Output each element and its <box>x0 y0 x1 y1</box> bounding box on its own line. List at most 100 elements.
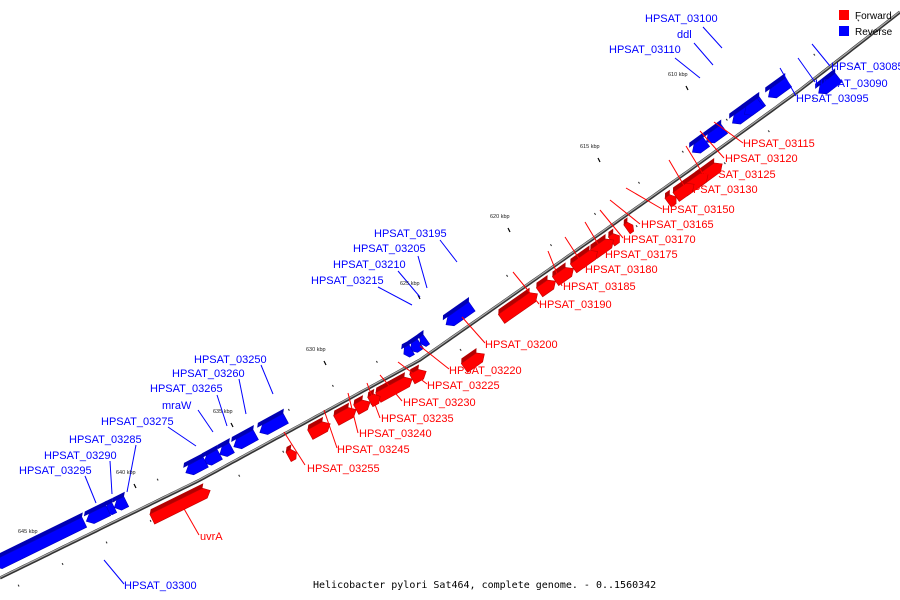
leader-line <box>397 361 428 385</box>
gene-label-HPSAT_03230[interactable]: HPSAT_03230 <box>403 397 476 409</box>
leader-line <box>397 270 421 298</box>
scale-tick-label: 645 kbp <box>18 529 38 535</box>
tick-layer <box>17 19 860 587</box>
gene-label-HPSAT_03225[interactable]: HPSAT_03225 <box>427 380 500 392</box>
gene-label-HPSAT_03255[interactable]: HPSAT_03255 <box>307 463 380 475</box>
gene-label-HPSAT_03275[interactable]: HPSAT_03275 <box>101 416 174 428</box>
gene-label-HPSAT_03265[interactable]: HPSAT_03265 <box>150 383 223 395</box>
gene-HPSAT_03225[interactable] <box>374 371 415 403</box>
leader-line <box>126 444 137 493</box>
gene-label-ddl[interactable]: ddl <box>677 29 692 41</box>
gene-label-HPSAT_03240[interactable]: HPSAT_03240 <box>359 428 432 440</box>
gene-HPSAT_03165[interactable] <box>606 228 623 247</box>
gene-HPSAT_03185[interactable] <box>534 273 559 298</box>
leader-layer <box>84 26 831 585</box>
gene-label-HPSAT_03200[interactable]: HPSAT_03200 <box>485 339 558 351</box>
gene-HPSAT_03090[interactable] <box>739 93 766 119</box>
leader-line <box>461 316 486 344</box>
leader-line <box>713 121 744 144</box>
gene-label-mraW[interactable]: mraW <box>162 400 192 412</box>
gene-label-HPSAT_03250[interactable]: HPSAT_03250 <box>194 354 267 366</box>
label-layer: 610 kbp 615 kbp 620 kbp 625 kbp 630 kbp 635 k… <box>18 13 900 592</box>
gene-label-HPSAT_03245[interactable]: HPSAT_03245 <box>337 444 410 456</box>
gene-label-HPSAT_03090[interactable]: HPSAT_03090 <box>815 78 888 90</box>
gene-HPSAT_03190[interactable] <box>496 286 541 324</box>
scale-tick-label: 615 kbp <box>580 144 600 150</box>
genome-caption: Helicobacter pylori Sat464, complete gen… <box>313 580 656 591</box>
gene-HPSAT_03095[interactable] <box>687 132 712 157</box>
scale-tick-label: 640 kbp <box>116 470 136 476</box>
gene-label-HPSAT_03190[interactable]: HPSAT_03190 <box>539 299 612 311</box>
gene-HPSAT_03200[interactable] <box>459 346 488 373</box>
gene-HPSAT_03130[interactable] <box>663 189 680 208</box>
gene-label-HPSAT_03290[interactable]: HPSAT_03290 <box>44 450 117 462</box>
gene-HPSAT_03100[interactable] <box>763 72 794 101</box>
gene-HPSAT_03240[interactable] <box>332 401 359 426</box>
gene-label-HPSAT_03085[interactable]: HPSAT_03085 <box>831 61 900 73</box>
gene-label-HPSAT_03295[interactable]: HPSAT_03295 <box>19 465 92 477</box>
backbone-layer <box>0 10 900 580</box>
gene-label-HPSAT_03185[interactable]: HPSAT_03185 <box>563 281 636 293</box>
leader-line <box>512 271 540 305</box>
gene-HPSAT_03255[interactable] <box>284 444 299 463</box>
gene-label-HPSAT_03285[interactable]: HPSAT_03285 <box>69 434 142 446</box>
leader-line <box>379 374 403 402</box>
gene-label-HPSAT_03210[interactable]: HPSAT_03210 <box>333 259 406 271</box>
gene-label-HPSAT_03175[interactable]: HPSAT_03175 <box>605 249 678 261</box>
gene-HPSAT_03260[interactable] <box>229 425 261 452</box>
gene-HPSAT_03180[interactable] <box>550 261 577 287</box>
gene-HPSAT_03265[interactable] <box>215 438 237 459</box>
gene-HPSAT_03235[interactable] <box>352 394 373 415</box>
scale-tick-label: 610 kbp <box>668 72 688 78</box>
gene-label-HPSAT_03195[interactable]: HPSAT_03195 <box>374 228 447 240</box>
leader-line <box>564 236 586 269</box>
gene-label-HPSAT_03260[interactable]: HPSAT_03260 <box>172 368 245 380</box>
leader-line <box>674 57 701 79</box>
gene-label-HPSAT_03120[interactable]: HPSAT_03120 <box>725 153 798 165</box>
leader-line <box>417 255 428 289</box>
gene-label-HPSAT_03150[interactable]: HPSAT_03150 <box>662 204 735 216</box>
scale-tick-mark <box>133 483 137 489</box>
gene-label-HPSAT_03215[interactable]: HPSAT_03215 <box>311 275 384 287</box>
gene-label-HPSAT_03205[interactable]: HPSAT_03205 <box>353 243 426 255</box>
leader-line <box>109 460 113 495</box>
leader-line <box>347 392 359 434</box>
gene-label-HPSAT_03220[interactable]: HPSAT_03220 <box>449 365 522 377</box>
gene-label-HPSAT_03130[interactable]: HPSAT_03130 <box>685 184 758 196</box>
gene-mraW[interactable] <box>199 444 225 468</box>
gene-HPSAT_03250[interactable] <box>255 408 291 438</box>
gene-label-HPSAT_03235[interactable]: HPSAT_03235 <box>381 413 454 425</box>
gene-HPSAT_03300[interactable] <box>0 512 89 571</box>
gene-HPSAT_03085[interactable] <box>813 68 845 97</box>
gene-HPSAT_03195[interactable] <box>441 296 478 329</box>
gene-HPSAT_03295[interactable] <box>82 500 113 527</box>
gene-label-uvrA[interactable]: uvrA <box>200 531 223 543</box>
gene-HPSAT_03275[interactable] <box>181 452 211 477</box>
gene-label-HPSAT_03170[interactable]: HPSAT_03170 <box>623 234 696 246</box>
leader-line <box>439 239 458 263</box>
gene-label-HPSAT_03100[interactable]: HPSAT_03100 <box>645 13 718 25</box>
gene-label-HPSAT_03110[interactable]: HPSAT_03110 <box>609 44 681 56</box>
leader-line <box>685 145 704 175</box>
gene-label-HPSAT_03125[interactable]: HPSAT_03125 <box>703 169 776 181</box>
gene-label-HPSAT_03180[interactable]: HPSAT_03180 <box>585 264 658 276</box>
gene-HPSAT_03245[interactable] <box>306 415 333 440</box>
leader-line <box>84 475 97 504</box>
gene-HPSAT_03205[interactable] <box>415 329 432 348</box>
gene-HPSAT_03175[interactable] <box>568 244 601 274</box>
gene-label-HPSAT_03095[interactable]: HPSAT_03095 <box>796 93 869 105</box>
gene-uvrA[interactable] <box>148 482 213 525</box>
gene-label-HPSAT_03165[interactable]: HPSAT_03165 <box>641 219 714 231</box>
legend-forward-label: Forward <box>855 11 892 22</box>
scale-tick-mark <box>323 360 327 366</box>
gene-label-HPSAT_03115[interactable]: HPSAT_03115 <box>743 138 815 150</box>
gene-HPSAT_03150[interactable] <box>621 217 636 235</box>
leader-line <box>811 43 831 67</box>
gene-label-HPSAT_03300[interactable]: HPSAT_03300 <box>124 580 197 592</box>
gene-HPSAT_03215[interactable] <box>399 339 417 359</box>
gene-HPSAT_03285[interactable] <box>110 491 131 513</box>
gene-HPSAT_03210[interactable] <box>405 334 426 355</box>
leader-line <box>702 26 723 49</box>
leader-line <box>103 559 125 585</box>
